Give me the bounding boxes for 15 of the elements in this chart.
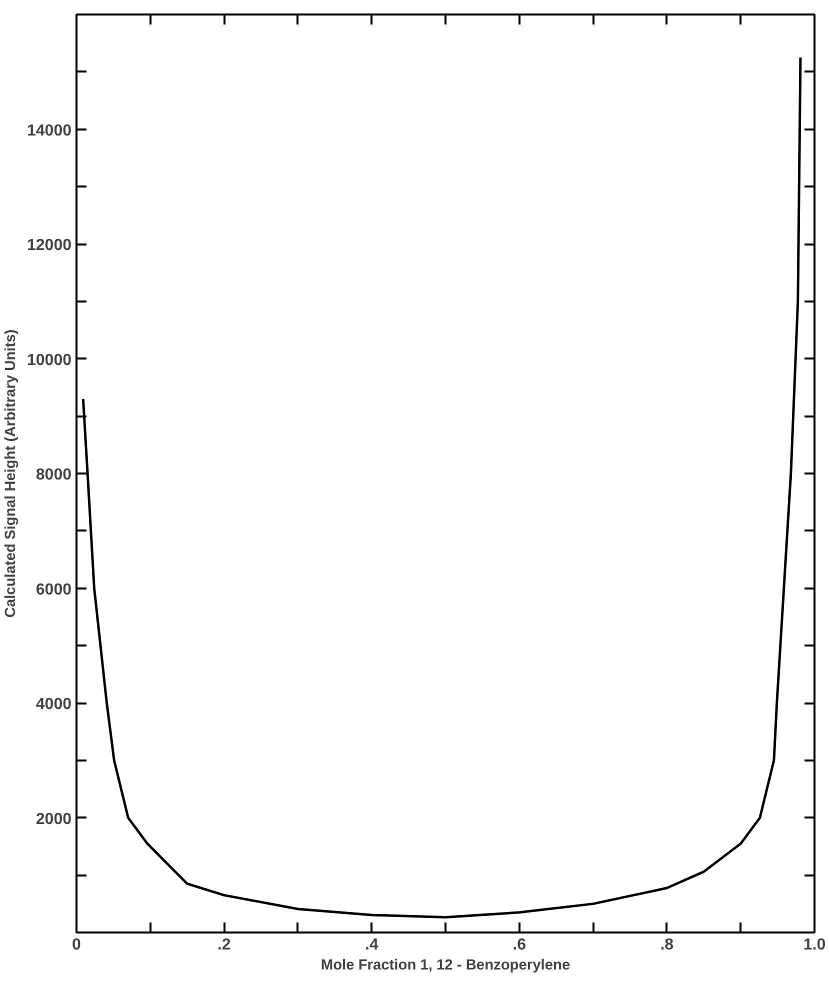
y-tick-label: 2000 bbox=[36, 810, 72, 828]
y-tick-label: 8000 bbox=[36, 466, 72, 484]
x-tick-label: .6 bbox=[512, 936, 526, 954]
x-axis-title: Mole Fraction 1, 12 - Benzoperylene bbox=[320, 958, 570, 974]
y-tick-label: 10000 bbox=[27, 352, 72, 369]
x-tick-label: 1.0 bbox=[803, 936, 826, 954]
y-tick-label: 6000 bbox=[36, 581, 72, 598]
y-tick-label: 4000 bbox=[36, 696, 72, 713]
y-tick-label: 12000 bbox=[27, 237, 72, 254]
x-tick-label: .2 bbox=[217, 936, 231, 954]
y-tick-label: 14000 bbox=[27, 122, 72, 140]
x-tick-label: 0 bbox=[72, 936, 82, 954]
x-tick-label: .8 bbox=[660, 936, 674, 954]
x-tick-label: .4 bbox=[365, 936, 378, 954]
y-axis-title: Calculated Signal Height (Arbitrary Units) bbox=[3, 329, 20, 618]
